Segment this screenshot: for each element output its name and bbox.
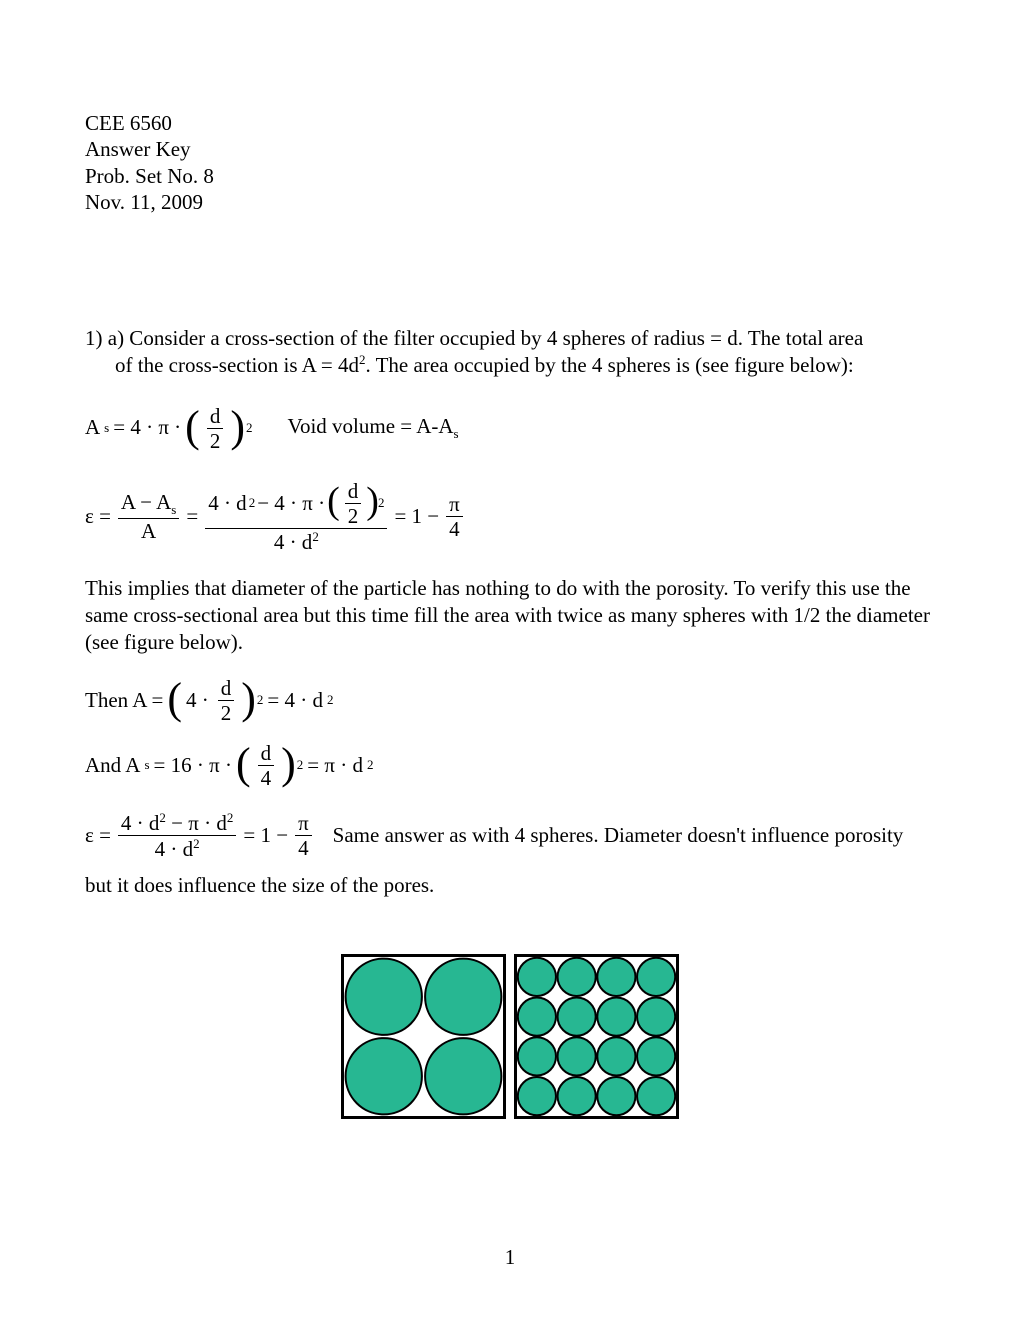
q1-intro-line2a: of the cross-section is A = 4d xyxy=(115,353,359,377)
figures-row xyxy=(85,954,935,1119)
document-page: CEE 6560 Answer Key Prob. Set No. 8 Nov.… xyxy=(0,0,1020,1320)
doc-title: Answer Key xyxy=(85,136,935,162)
figure-16-spheres xyxy=(514,954,679,1119)
q1-intro-line1: 1) a) Consider a cross-section of the fi… xyxy=(85,326,863,350)
document-header: CEE 6560 Answer Key Prob. Set No. 8 Nov.… xyxy=(85,110,935,215)
eq-epsilon: ε = A − As A = 4 · d2 − 4 · π · ( d 2 xyxy=(85,480,935,553)
void-volume-label: Void volume = A-As xyxy=(287,413,458,443)
probset-number: Prob. Set No. 8 xyxy=(85,163,935,189)
conclusion-line2: but it does influence the size of the po… xyxy=(85,872,935,899)
conclusion-inline: Same answer as with 4 spheres. Diameter … xyxy=(333,822,904,849)
doc-date: Nov. 11, 2009 xyxy=(85,189,935,215)
q1-intro: 1) a) Consider a cross-section of the fi… xyxy=(85,325,935,380)
page-number: 1 xyxy=(0,1245,1020,1270)
eq-then-a: Then A = ( 4 · d 2 )2 = 4 · d2 xyxy=(85,677,935,724)
eq-as-line: As = 4 · π · ( d 2 )2 Void volume = A-As xyxy=(85,405,935,452)
explain-1: This implies that diameter of the partic… xyxy=(85,575,935,657)
q1-intro-line2b: . The area occupied by the 4 spheres is … xyxy=(365,353,853,377)
eq-and-as: And As = 16 · π · ( d 4 )2 = π · d2 xyxy=(85,742,935,789)
figure-4-spheres xyxy=(341,954,506,1119)
eq-epsilon-2: ε = 4 · d2 − π · d2 4 · d2 = 1 − π 4 Sam… xyxy=(85,811,935,860)
course-code: CEE 6560 xyxy=(85,110,935,136)
eq-as: As = 4 · π · ( d 2 )2 xyxy=(85,405,252,452)
question-1: 1) a) Consider a cross-section of the fi… xyxy=(85,325,935,1119)
exp-2: 2 xyxy=(359,352,366,367)
